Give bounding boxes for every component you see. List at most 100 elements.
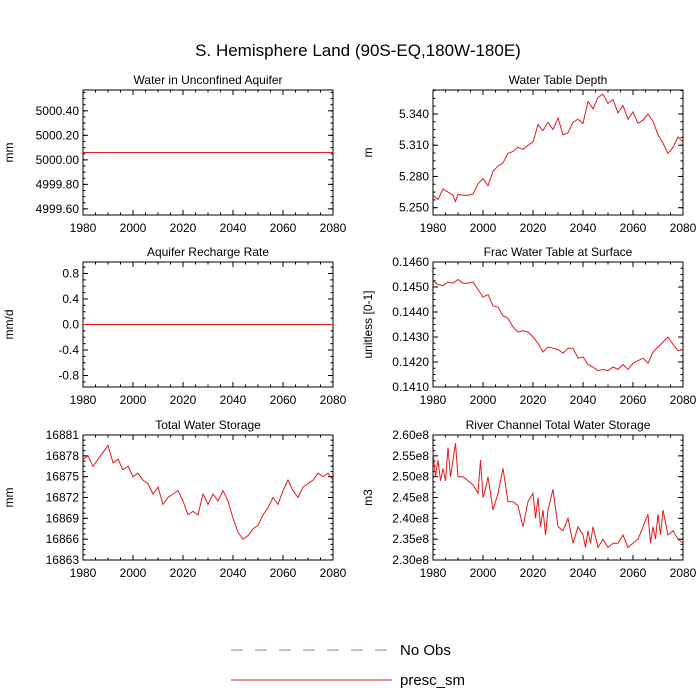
y-tick-label: 5000.00 <box>36 153 80 167</box>
x-tick-label: 2080 <box>320 221 347 235</box>
x-tick-label: 2060 <box>270 393 297 407</box>
x-tick-label: 2040 <box>570 566 597 580</box>
x-tick-label: 2020 <box>520 221 547 235</box>
x-tick-label: 2000 <box>470 566 497 580</box>
y-tick-label: 2.30e8 <box>392 553 429 567</box>
y-tick-label: 2.50e8 <box>392 470 429 484</box>
y-tick-label: 0.1460 <box>392 255 429 269</box>
x-tick-label: 2000 <box>470 221 497 235</box>
panels: Water in Unconfined Aquifer 1980 2000 2020 2… <box>2 73 697 580</box>
y-tick-label: 2.45e8 <box>392 491 429 505</box>
panel-3: Frac Water Table at Surface 1980 2000 2020 2… <box>361 245 697 407</box>
x-tick-label: 2060 <box>620 221 647 235</box>
y-axis-label: m3 <box>361 489 375 506</box>
x-tick-label: 1980 <box>420 566 447 580</box>
panel-title: Frac Water Table at Surface <box>484 245 633 259</box>
y-tick-label: -0.4 <box>58 343 79 357</box>
legend-label-no-obs: No Obs <box>400 642 451 659</box>
y-tick-label: 16878 <box>46 449 80 463</box>
x-tick-label: 2080 <box>670 221 697 235</box>
y-tick-label: 2.35e8 <box>392 532 429 546</box>
y-tick-label: 16881 <box>46 428 80 442</box>
x-tick-label: 1980 <box>70 393 97 407</box>
x-tick-label: 1980 <box>70 221 97 235</box>
y-tick-label: 16866 <box>46 532 80 546</box>
x-tick-label: 2040 <box>220 566 247 580</box>
y-tick-label: 0.1410 <box>392 380 429 394</box>
panel-0: Water in Unconfined Aquifer 1980 2000 2020 2… <box>2 73 347 235</box>
y-axis-label: mm <box>2 143 16 163</box>
figure-title: S. Hemisphere Land (90S-EQ,180W-180E) <box>195 41 521 60</box>
y-axis-label: mm <box>2 488 16 508</box>
y-tick-label: 2.55e8 <box>392 449 429 463</box>
panel-title: Water in Unconfined Aquifer <box>134 73 283 87</box>
y-tick-label: 16863 <box>46 553 80 567</box>
y-tick-label: 2.40e8 <box>392 511 429 525</box>
panel-title: Aquifer Recharge Rate <box>147 245 269 259</box>
series-line-presc_sm <box>432 278 684 372</box>
legend-label-presc-sm: presc_sm <box>400 672 465 689</box>
series-line-presc_sm <box>82 444 334 540</box>
y-tick-label: 5.340 <box>399 107 429 121</box>
y-tick-label: -0.8 <box>58 369 79 383</box>
plot-frame <box>82 434 334 561</box>
x-tick-label: 2040 <box>570 221 597 235</box>
x-tick-label: 2040 <box>220 221 247 235</box>
y-axis-label: m <box>361 148 375 158</box>
panel-title: Total Water Storage <box>155 418 261 432</box>
x-tick-label: 2020 <box>520 566 547 580</box>
y-axis-label: mm/d <box>2 310 16 340</box>
y-tick-label: 4999.60 <box>36 202 80 216</box>
y-tick-label: 5.250 <box>399 201 429 215</box>
x-tick-label: 2080 <box>320 393 347 407</box>
y-tick-label: 0.8 <box>62 266 79 280</box>
plot-frame <box>432 434 684 561</box>
y-axis-label: unitless [0-1] <box>361 290 375 358</box>
y-tick-label: 5000.20 <box>36 128 80 142</box>
y-tick-label: 2.60e8 <box>392 428 429 442</box>
plot-frame <box>432 89 684 216</box>
y-tick-label: 0.1450 <box>392 280 429 294</box>
x-tick-label: 2040 <box>220 393 247 407</box>
series-line-presc_sm <box>432 93 684 203</box>
x-tick-label: 2020 <box>170 221 197 235</box>
y-tick-label: 4999.80 <box>36 177 80 191</box>
x-tick-label: 2080 <box>320 566 347 580</box>
panel-5: River Channel Total Water Storage 1980 200… <box>361 418 697 580</box>
y-tick-label: 16869 <box>46 511 80 525</box>
x-tick-label: 2060 <box>620 393 647 407</box>
panel-title: River Channel Total Water Storage <box>466 418 651 432</box>
y-tick-label: 5.310 <box>399 138 429 152</box>
legend: No Obs presc_sm <box>231 642 465 689</box>
y-tick-label: 0.4 <box>62 292 79 306</box>
panel-title: Water Table Depth <box>509 73 608 87</box>
y-tick-label: 5000.40 <box>36 104 80 118</box>
series-line-presc_sm <box>432 443 684 549</box>
x-tick-label: 2060 <box>270 566 297 580</box>
x-tick-label: 2060 <box>620 566 647 580</box>
x-tick-label: 2020 <box>170 566 197 580</box>
y-tick-label: 5.280 <box>399 169 429 183</box>
y-tick-label: 0.1430 <box>392 330 429 344</box>
x-tick-label: 1980 <box>70 566 97 580</box>
y-tick-label: 16875 <box>46 470 80 484</box>
x-tick-label: 2020 <box>520 393 547 407</box>
y-tick-label: 0.1440 <box>392 305 429 319</box>
x-tick-label: 2020 <box>170 393 197 407</box>
panel-2: Aquifer Recharge Rate 1980 2000 2020 2040 206… <box>2 245 347 407</box>
x-tick-label: 2000 <box>470 393 497 407</box>
x-tick-label: 1980 <box>420 221 447 235</box>
x-tick-label: 2000 <box>120 566 147 580</box>
x-tick-label: 2000 <box>120 221 147 235</box>
plot-frame <box>432 261 684 388</box>
x-tick-label: 2080 <box>670 566 697 580</box>
x-tick-label: 1980 <box>420 393 447 407</box>
x-tick-label: 2000 <box>120 393 147 407</box>
panel-1: Water Table Depth 1980 2000 2020 2040 2060 208… <box>361 73 697 235</box>
y-tick-label: 0.0 <box>62 318 79 332</box>
y-tick-label: 0.1420 <box>392 355 429 369</box>
panel-4: Total Water Storage 1980 2000 2020 2040 2060 2… <box>2 418 347 580</box>
x-tick-label: 2080 <box>670 393 697 407</box>
y-tick-label: 16872 <box>46 491 80 505</box>
